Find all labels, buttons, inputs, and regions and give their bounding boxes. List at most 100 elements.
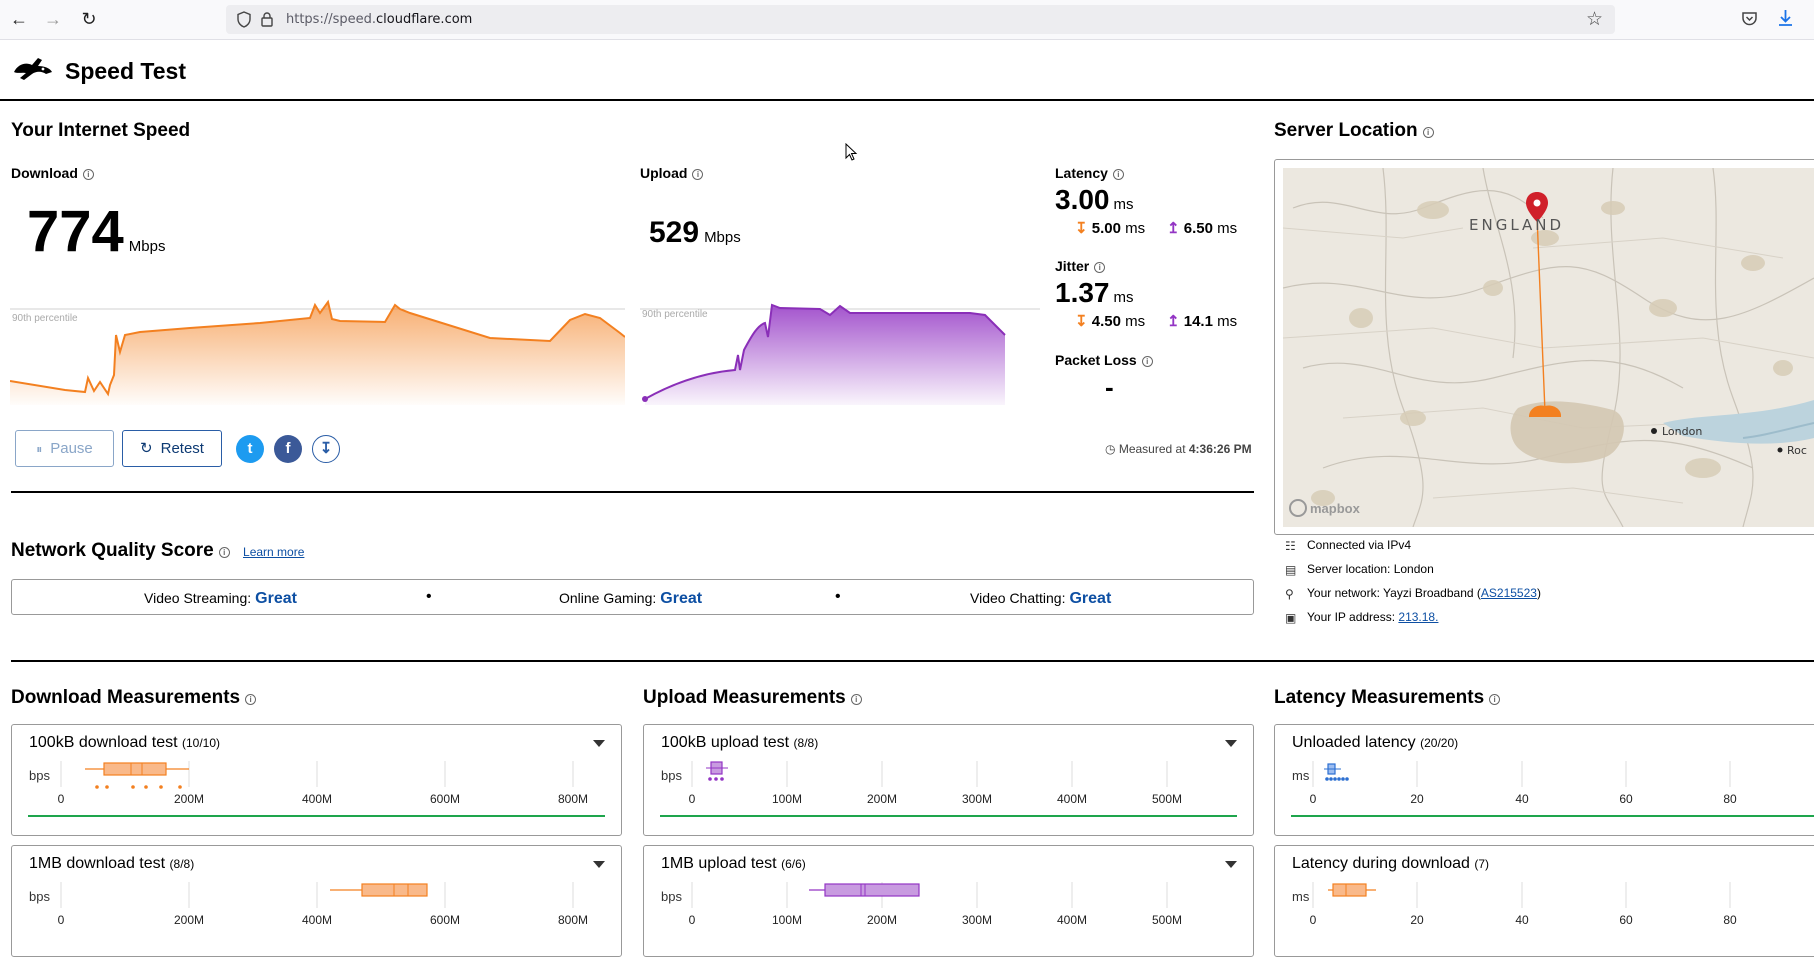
info-icon[interactable]: i xyxy=(1489,694,1501,705)
nqs-online-gaming: Online Gaming: Great xyxy=(559,590,703,607)
svg-text:200M: 200M xyxy=(867,792,897,806)
download-icon[interactable] xyxy=(1777,9,1794,27)
jitter-download: ↧ 4.50 ms xyxy=(1075,313,1146,330)
svg-text:400M: 400M xyxy=(302,792,332,806)
latency-during-download-card[interactable]: Latency during download (7) ms 0 20 40 6… xyxy=(1274,845,1814,957)
svg-text:400M: 400M xyxy=(1057,913,1087,927)
your-network: ⚲ Your network: Yayzi Broadband (AS215523… xyxy=(1285,586,1541,601)
server-location-title: Server Location i xyxy=(1274,120,1434,142)
card-title: 1MB download test (8/8) xyxy=(29,855,195,872)
info-icon[interactable]: i xyxy=(1094,262,1106,273)
twitter-share-icon[interactable]: t xyxy=(236,435,264,463)
cloudflare-rabbit-logo xyxy=(14,58,52,80)
info-icon[interactable]: i xyxy=(692,169,704,180)
upload-label: Upload i xyxy=(640,165,704,181)
nqs-video-chatting: Video Chatting: Great xyxy=(970,590,1112,607)
facebook-share-icon[interactable]: f xyxy=(274,435,302,463)
retest-icon: ↻ xyxy=(140,440,153,457)
latency-label: Latency i xyxy=(1055,165,1124,181)
svg-text:200M: 200M xyxy=(174,913,204,927)
upload-100kb-card[interactable]: 100kB upload test (8/8) bps 0 100M 200M … xyxy=(643,724,1254,836)
chevron-down-icon[interactable] xyxy=(593,861,605,868)
url-bar[interactable]: https://speed.cloudflare.com ☆ xyxy=(226,5,1615,34)
svg-text:80: 80 xyxy=(1723,913,1737,927)
forward-icon[interactable]: → xyxy=(44,9,62,29)
upload-start-point xyxy=(642,396,648,402)
retest-button[interactable]: ↻ Retest xyxy=(122,430,222,467)
info-icon[interactable]: i xyxy=(850,694,862,705)
axis-unit: bps xyxy=(29,889,50,904)
upload-arrow-icon: ↥ xyxy=(1167,313,1180,330)
chevron-down-icon[interactable] xyxy=(593,740,605,747)
info-icon[interactable]: i xyxy=(1422,127,1434,138)
lock-icon[interactable] xyxy=(260,11,274,28)
svg-text:40: 40 xyxy=(1515,792,1529,806)
svg-text:0: 0 xyxy=(58,913,65,927)
chevron-down-icon[interactable] xyxy=(1225,740,1237,747)
svg-text:200M: 200M xyxy=(174,792,204,806)
latency-during-download-boxplot: 0 20 40 60 80 xyxy=(1310,882,1737,927)
separator-dot: • xyxy=(426,588,432,605)
unloaded-latency-card[interactable]: Unloaded latency (20/20) ms 0 20 40 60 8… xyxy=(1274,724,1814,836)
map-city-label: London xyxy=(1662,425,1702,438)
upload-1mb-boxplot: 0 100M 200M 300M 400M 500M xyxy=(689,882,1182,927)
pocket-icon[interactable] xyxy=(1741,10,1758,27)
shield-icon[interactable] xyxy=(236,11,252,28)
ip-card-icon: ▣ xyxy=(1285,611,1297,625)
as-number-link[interactable]: AS215523 xyxy=(1480,586,1537,600)
card-title: Unloaded latency (20/20) xyxy=(1292,734,1459,751)
pause-icon: ⏸ xyxy=(36,442,43,456)
jitter-upload: ↥ 14.1 ms xyxy=(1167,313,1238,330)
download-100kb-card[interactable]: 100kB download test (10/10) bps 0 200M 4… xyxy=(11,724,622,836)
upload-speed: 529 Mbps xyxy=(649,216,741,249)
svg-text:500M: 500M xyxy=(1152,792,1182,806)
download-results-icon[interactable]: ↧ xyxy=(312,435,340,463)
nqs-title: Network Quality Score i Learn more xyxy=(11,540,305,561)
svg-text:500M: 500M xyxy=(1152,913,1182,927)
info-icon[interactable]: i xyxy=(218,547,230,558)
info-icon[interactable]: i xyxy=(245,694,257,705)
upload-1mb-card[interactable]: 1MB upload test (6/6) bps 0 100M 200M 30… xyxy=(643,845,1254,957)
back-icon[interactable]: ← xyxy=(10,9,28,29)
reload-icon[interactable]: ↻ xyxy=(81,9,97,29)
latency-value: 3.00 ms xyxy=(1055,184,1134,215)
your-ip: ▣ Your IP address: 213.18. xyxy=(1283,609,1541,633)
card-title: 1MB upload test (6/6) xyxy=(661,855,806,872)
mouse-cursor-icon xyxy=(845,143,858,161)
info-icon[interactable]: i xyxy=(1141,356,1153,367)
axis-unit: ms xyxy=(1292,889,1310,904)
download-label: Download i xyxy=(11,165,94,181)
location-pin-icon: ⚲ xyxy=(1285,587,1294,601)
map-city2-label: Roc xyxy=(1787,444,1807,457)
cloudflare-location-icon xyxy=(1529,405,1562,417)
svg-text:100M: 100M xyxy=(772,792,802,806)
card-title: Latency during download (7) xyxy=(1292,855,1490,872)
server-info-list: ☷ Connected via IPv4 ▤ Server location: Lo… xyxy=(1283,537,1541,633)
download-arrow-icon: ↧ xyxy=(1075,313,1088,330)
pause-button[interactable]: ⏸ Pause xyxy=(15,430,114,467)
server-map[interactable]: ENGLAND London Roc mapbox xyxy=(1283,168,1814,527)
upload-arrow-icon: ↥ xyxy=(1167,220,1180,237)
packet-loss-label: Packet Loss i xyxy=(1055,352,1153,368)
route-line xyxy=(1536,215,1546,413)
card-title: 100kB download test (10/10) xyxy=(29,734,221,751)
browser-toolbar: ← → ↻ https://speed.cloudflare.com ☆ xyxy=(0,0,1814,40)
clock-icon: ◷ xyxy=(1105,442,1116,456)
nqs-video-streaming: Video Streaming: Great xyxy=(144,590,297,607)
bookmark-star-icon[interactable]: ☆ xyxy=(1585,9,1603,30)
ip-address-link[interactable]: 213.18. xyxy=(1398,610,1439,624)
svg-text:0: 0 xyxy=(689,913,696,927)
download-1mb-card[interactable]: 1MB download test (8/8) bps 0 200M 400M … xyxy=(11,845,622,957)
measured-at: ◷ Measured at 4:36:26 PM xyxy=(1105,442,1252,456)
learn-more-link[interactable]: Learn more xyxy=(243,545,305,559)
server-location: ▤ Server location: London xyxy=(1285,562,1434,577)
info-icon[interactable]: i xyxy=(82,169,94,180)
jitter-value: 1.37 ms xyxy=(1055,277,1134,308)
card-title: 100kB upload test (8/8) xyxy=(661,734,819,751)
chevron-down-icon[interactable] xyxy=(1225,861,1237,868)
download-measurements-title: Download Measurements i xyxy=(11,687,257,709)
axis-unit: bps xyxy=(661,768,682,783)
server-map-frame xyxy=(1274,159,1814,535)
info-icon[interactable]: i xyxy=(1112,169,1124,180)
unloaded-latency-boxplot: 0 20 40 60 80 xyxy=(1310,761,1737,806)
